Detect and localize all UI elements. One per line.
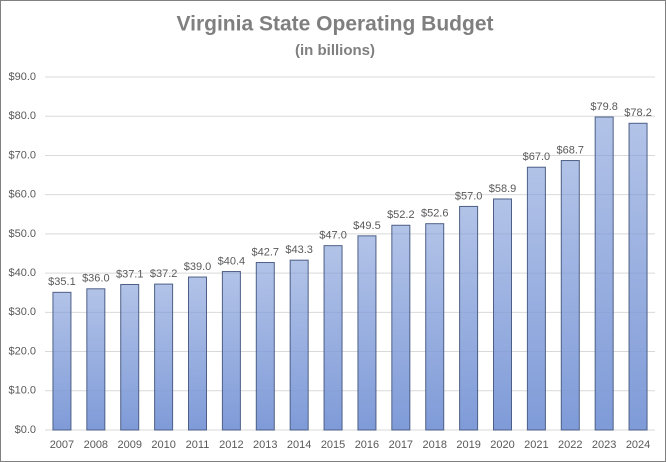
x-tick-label: 2014 <box>287 439 311 451</box>
value-label: $47.0 <box>319 230 347 242</box>
chart-title: Virginia State Operating Budget <box>177 13 494 36</box>
x-tick-label: 2021 <box>524 439 548 451</box>
x-tick-label: 2008 <box>84 439 108 451</box>
x-tick-label: 2018 <box>422 439 446 451</box>
value-label: $49.5 <box>353 220 381 232</box>
x-tick-label: 2010 <box>151 439 175 451</box>
y-tick-label: $70.0 <box>8 149 36 161</box>
x-tick-label: 2007 <box>50 439 74 451</box>
value-label: $42.7 <box>252 246 280 258</box>
value-label: $79.8 <box>590 101 618 113</box>
bar <box>86 288 106 431</box>
value-label: $37.2 <box>150 268 178 280</box>
x-tick-label: 2013 <box>253 439 277 451</box>
bar <box>323 245 343 431</box>
bar <box>391 224 411 431</box>
bar <box>526 166 546 431</box>
x-tick-label: 2011 <box>186 439 210 451</box>
x-tick-label: 2017 <box>389 439 413 451</box>
y-tick-label: $30.0 <box>8 306 36 318</box>
y-tick-label: $60.0 <box>8 189 36 201</box>
value-label: $43.3 <box>285 244 313 256</box>
x-tick-label: 2016 <box>355 439 379 451</box>
value-label: $39.0 <box>184 261 212 273</box>
value-label: $68.7 <box>557 144 585 156</box>
x-tick-label: 2023 <box>592 439 616 451</box>
y-tick-label: $90.0 <box>8 71 36 83</box>
y-tick-label: $50.0 <box>8 228 36 240</box>
y-tick-label: $20.0 <box>8 345 36 357</box>
bar <box>188 276 207 431</box>
value-label: $37.1 <box>116 268 144 280</box>
value-label: $67.0 <box>523 151 551 163</box>
bar <box>289 259 309 431</box>
y-tick-label: $80.0 <box>8 110 36 122</box>
bar <box>425 223 445 431</box>
x-tick-label: 2012 <box>219 439 243 451</box>
bar <box>594 116 614 431</box>
bar <box>493 198 512 431</box>
bar <box>357 235 377 431</box>
value-label: $57.0 <box>455 190 483 202</box>
y-tick-label: $10.0 <box>8 385 36 397</box>
bar <box>255 262 275 431</box>
bar <box>459 205 479 431</box>
x-tick-label: 2019 <box>456 439 480 451</box>
bar <box>120 283 140 431</box>
chart-subtitle: (in billions) <box>295 42 375 59</box>
value-label: $78.2 <box>624 107 652 119</box>
y-tick-label: $0.0 <box>15 424 36 436</box>
value-label: $35.1 <box>48 276 76 288</box>
value-label: $52.2 <box>387 209 415 221</box>
bar <box>221 271 241 431</box>
x-tick-label: 2024 <box>626 439 650 451</box>
bar <box>560 160 580 431</box>
x-tick-label: 2022 <box>558 439 582 451</box>
x-tick-label: 2015 <box>321 439 345 451</box>
bar <box>628 122 648 431</box>
x-tick-label: 2009 <box>117 439 141 451</box>
value-label: $40.4 <box>218 255 246 267</box>
bar <box>52 291 72 431</box>
value-label: $52.6 <box>421 208 449 220</box>
y-tick-label: $40.0 <box>8 267 36 279</box>
bar <box>154 283 174 431</box>
value-label: $58.9 <box>489 183 517 195</box>
x-tick-label: 2020 <box>490 439 514 451</box>
value-label: $36.0 <box>82 273 110 285</box>
